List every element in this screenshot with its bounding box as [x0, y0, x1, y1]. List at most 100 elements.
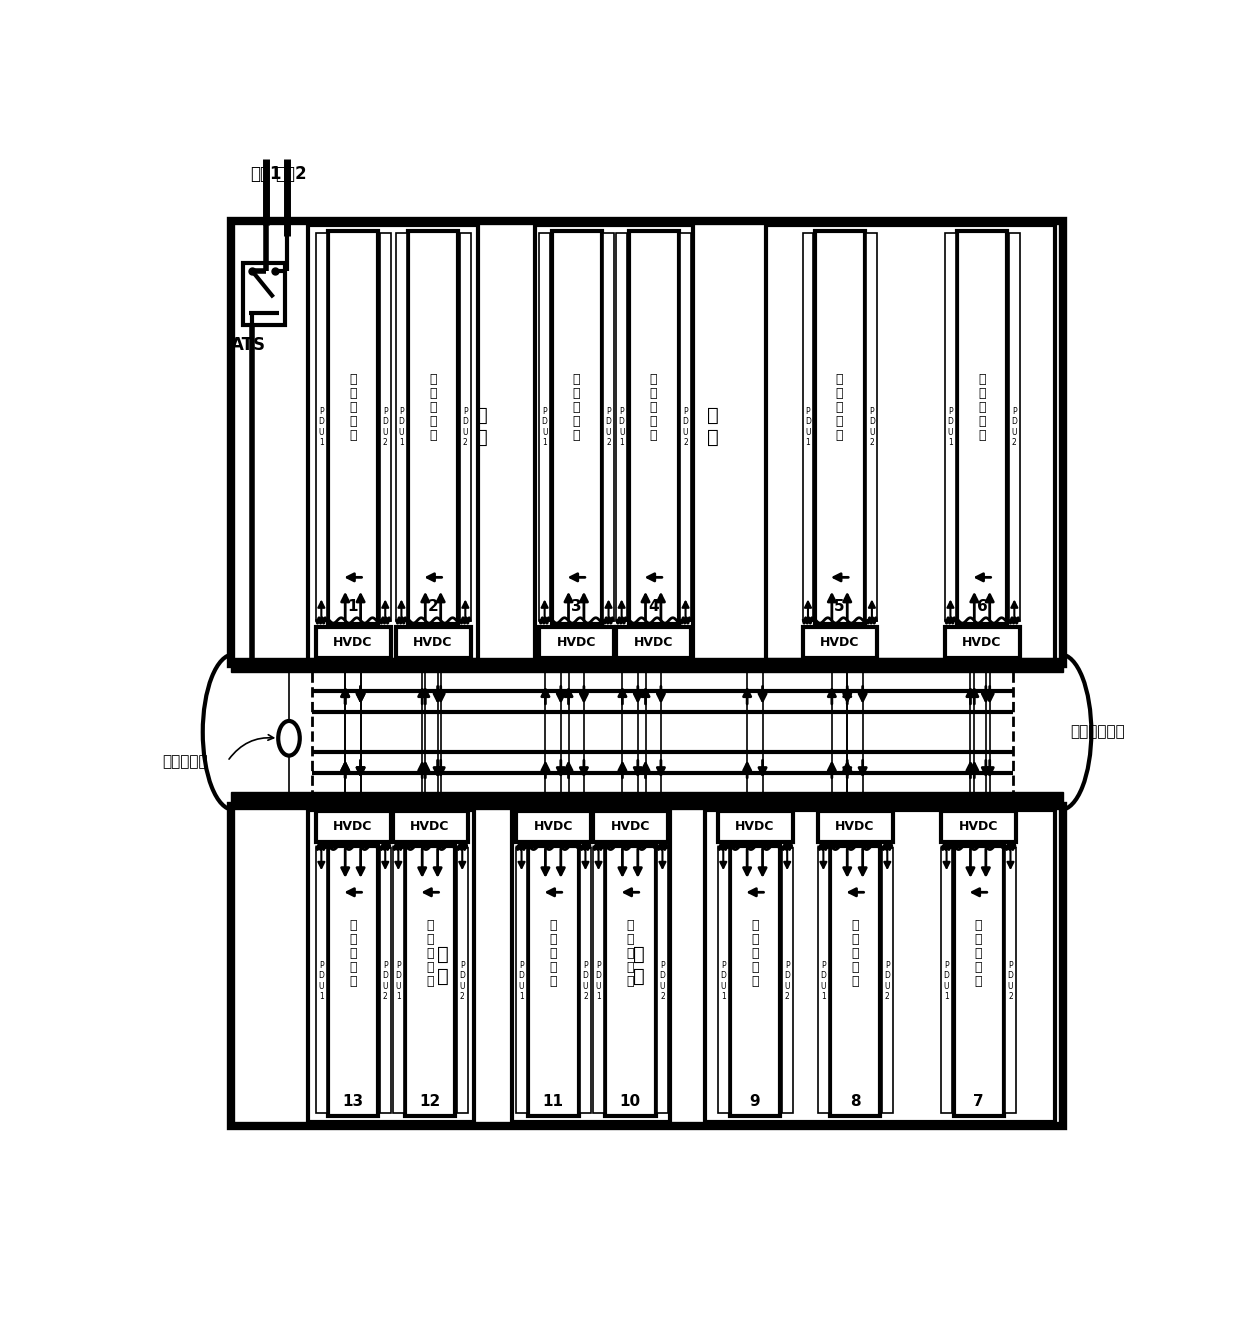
Text: P
D
U
1: P D U 1 [619, 407, 625, 447]
Text: HVDC: HVDC [533, 820, 573, 833]
Text: P
D
U
1: P D U 1 [805, 407, 811, 447]
Text: P
D
U
1: P D U 1 [398, 407, 404, 447]
Text: P
D
U
1: P D U 1 [947, 407, 954, 447]
Text: 服
务
器
机
柜: 服 务 器 机 柜 [650, 373, 657, 442]
Bar [818, 848, 828, 1113]
Text: 11: 11 [543, 1095, 564, 1109]
Text: HVDC: HVDC [413, 637, 453, 649]
Text: 8: 8 [849, 1095, 861, 1109]
Bar [408, 231, 459, 624]
Bar [593, 811, 668, 843]
Bar [393, 811, 467, 843]
Text: ATS: ATS [231, 336, 267, 354]
Text: 空
调: 空 调 [707, 406, 718, 447]
Bar [516, 848, 527, 1113]
Bar [396, 234, 407, 621]
Bar [730, 847, 780, 1116]
Text: 服
务
器
机
柜: 服 务 器 机 柜 [851, 920, 858, 989]
Bar [316, 848, 326, 1113]
Text: HVDC: HVDC [610, 820, 650, 833]
Bar [405, 847, 455, 1116]
Bar [1009, 234, 1019, 621]
Text: P
D
U
1: P D U 1 [944, 961, 950, 1001]
Text: 4: 4 [647, 598, 658, 614]
Text: P
D
U
2: P D U 2 [382, 961, 388, 1001]
Bar [316, 234, 326, 621]
Text: P
D
U
2: P D U 2 [1012, 407, 1017, 447]
Bar [954, 847, 1003, 1116]
Text: P
D
U
2: P D U 2 [869, 407, 875, 447]
Bar [552, 231, 601, 624]
Bar [945, 628, 1019, 658]
Text: HVDC: HVDC [410, 820, 450, 833]
Bar [766, 224, 1055, 660]
Text: 9: 9 [749, 1095, 760, 1109]
Bar [329, 231, 378, 624]
Text: 3: 3 [570, 598, 582, 614]
Text: 10: 10 [620, 1095, 641, 1109]
Text: P
D
U
2: P D U 2 [382, 407, 388, 447]
Bar [718, 811, 792, 843]
Bar [316, 811, 391, 843]
Bar [941, 848, 952, 1113]
Bar [718, 848, 729, 1113]
Bar [831, 847, 880, 1116]
Text: 服
务
器
机
柜: 服 务 器 机 柜 [350, 920, 357, 989]
Bar [309, 809, 474, 1121]
Text: 服
务
器
机
柜: 服 务 器 机 柜 [429, 373, 436, 442]
Text: 市电1: 市电1 [250, 166, 281, 183]
Bar [231, 805, 1063, 1125]
Text: P
D
U
1: P D U 1 [720, 961, 727, 1001]
Text: HVDC: HVDC [334, 820, 372, 833]
Text: P
D
U
2: P D U 2 [463, 407, 469, 447]
Bar [593, 848, 604, 1113]
Text: HVDC: HVDC [962, 637, 1002, 649]
Bar [815, 231, 866, 624]
Bar [616, 234, 627, 621]
Bar [580, 848, 590, 1113]
Text: 6: 6 [977, 598, 987, 614]
Text: 服
务
器
机
柜: 服 务 器 机 柜 [427, 920, 434, 989]
Bar [882, 848, 893, 1113]
Bar [231, 220, 1063, 664]
Bar [657, 848, 668, 1113]
Bar [512, 809, 670, 1121]
Bar [802, 234, 813, 621]
Text: 12: 12 [419, 1095, 440, 1109]
Bar [539, 234, 551, 621]
Bar [460, 234, 471, 621]
Text: P
D
U
1: P D U 1 [542, 407, 548, 447]
Text: P
D
U
1: P D U 1 [396, 961, 402, 1001]
Text: HVDC: HVDC [959, 820, 998, 833]
Bar [802, 628, 877, 658]
Text: 服
务
器
机
柜: 服 务 器 机 柜 [975, 920, 982, 989]
Bar [945, 234, 956, 621]
Bar [941, 811, 1016, 843]
Text: 空
调: 空 调 [634, 945, 645, 986]
Text: 空
调: 空 调 [476, 406, 487, 447]
Text: 5: 5 [835, 598, 844, 614]
Bar [629, 231, 678, 624]
Text: 服
务
器
机
柜: 服 务 器 机 柜 [626, 920, 634, 989]
Bar [536, 224, 693, 660]
Bar [231, 792, 1063, 805]
Bar [396, 628, 471, 658]
Bar [681, 234, 691, 621]
Bar [456, 848, 467, 1113]
Text: P
D
U
2: P D U 2 [784, 961, 790, 1001]
Text: P
D
U
2: P D U 2 [459, 961, 465, 1001]
Text: HVDC: HVDC [634, 637, 673, 649]
Text: HVDC: HVDC [557, 637, 596, 649]
Text: P
D
U
1: P D U 1 [595, 961, 601, 1001]
Text: 服
务
器
机
柜: 服 务 器 机 柜 [573, 373, 580, 442]
Text: 空
调: 空 调 [438, 945, 449, 986]
Bar [539, 628, 614, 658]
Bar [243, 263, 285, 325]
Text: 服
务
器
机
柜: 服 务 器 机 柜 [978, 373, 986, 442]
Bar [605, 847, 656, 1116]
Bar [818, 811, 893, 843]
Text: 服
务
器
机
柜: 服 务 器 机 柜 [350, 373, 357, 442]
Text: P
D
U
1: P D U 1 [319, 407, 325, 447]
Text: P
D
U
1: P D U 1 [319, 961, 325, 1001]
Text: 高压继电器: 高压继电器 [162, 754, 207, 768]
